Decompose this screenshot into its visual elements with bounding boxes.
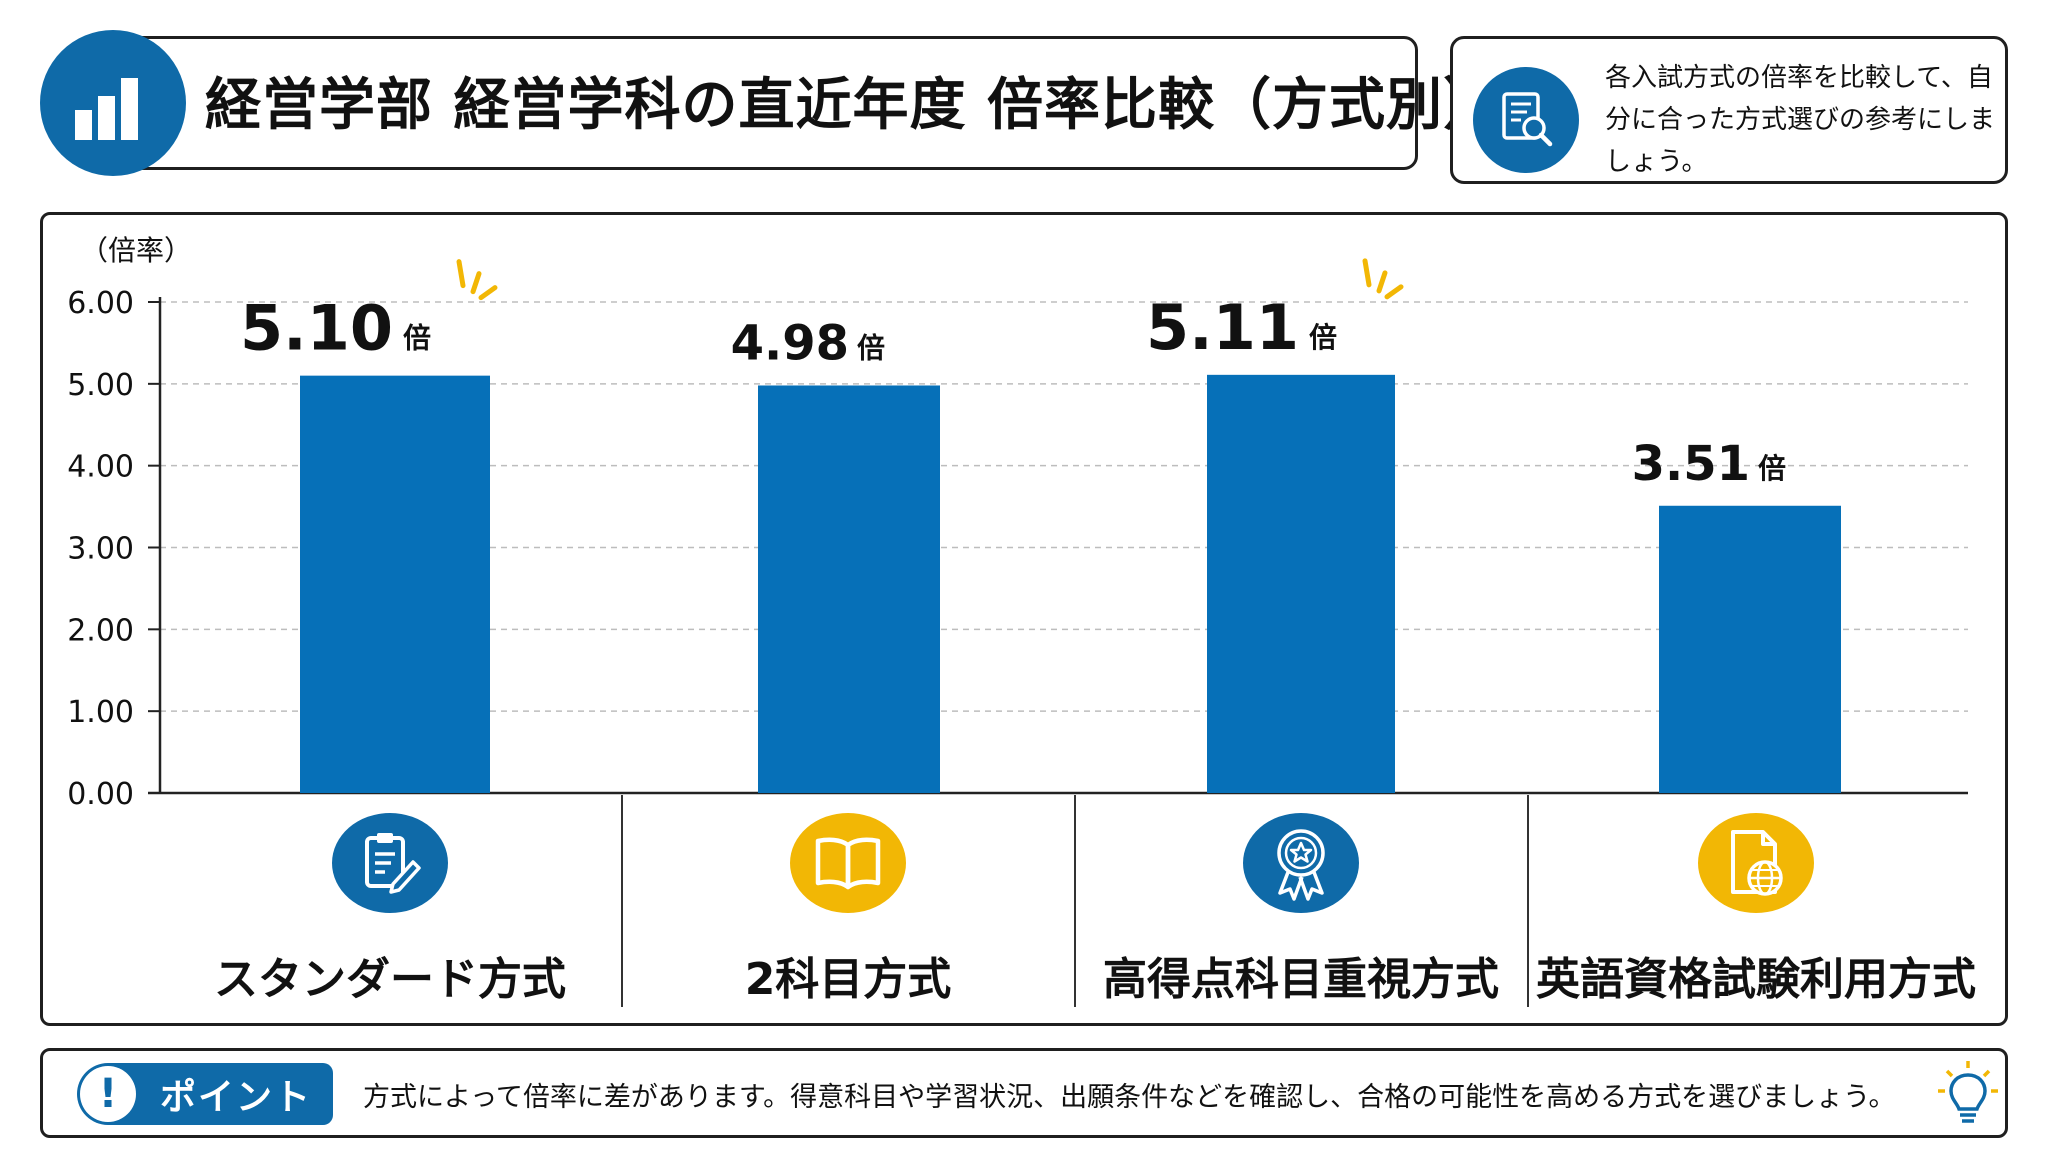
category-label: 高得点科目重視方式 — [1103, 954, 1499, 1005]
document-search-icon — [1473, 67, 1579, 173]
exclamation-icon: ! — [80, 1066, 136, 1122]
category-label: 英語資格試験利用方式 — [1536, 954, 1976, 1005]
bar — [758, 385, 940, 793]
page-title: 経営学部 経営学科の直近年度 倍率比較（方式別） — [205, 73, 1500, 138]
point-label: ポイント — [160, 1077, 313, 1118]
sparkle-mark — [456, 259, 466, 289]
y-tick-label: 4.00 — [67, 450, 134, 485]
y-tick-label: 2.00 — [67, 613, 134, 648]
category-divider — [621, 795, 623, 1007]
value-label: 4.98 — [731, 315, 849, 371]
category-divider — [1074, 795, 1076, 1007]
y-tick-label: 5.00 — [67, 368, 134, 403]
sparkle-mark — [1376, 270, 1388, 294]
category-label: 2科目方式 — [744, 954, 952, 1005]
point-badge: ! ポイント — [77, 1063, 333, 1125]
category-label: スタンダード方式 — [214, 954, 566, 1005]
award-ribbon-icon — [1243, 813, 1359, 913]
sparkle-mark — [470, 271, 482, 295]
y-tick-label: 3.00 — [67, 532, 134, 567]
value-unit: 倍 — [1758, 452, 1786, 485]
bar — [1207, 374, 1395, 793]
point-box: ! ポイント 方式によって倍率に差があります。得意科目や学習状況、出願条件などを… — [40, 1048, 2008, 1138]
point-text: 方式によって倍率に差があります。得意科目や学習状況、出願条件などを確認し、合格の… — [363, 1082, 1896, 1113]
sparkle-mark — [1384, 284, 1404, 300]
note-box: 各入試方式の倍率を比較して、自分に合った方式選びの参考にしましょう。 — [1450, 36, 2008, 184]
value-unit: 倍 — [857, 331, 885, 364]
value-label: 3.51 — [1632, 436, 1750, 492]
category-standard: スタンダード方式 — [160, 795, 620, 1007]
lightbulb-icon — [1938, 1061, 1998, 1123]
category-divider — [1527, 795, 1529, 1007]
y-axis-label: （倍率） — [80, 234, 192, 267]
clipboard-pencil-icon — [332, 813, 448, 913]
value-label: 5.11 — [1146, 291, 1299, 364]
value-unit: 倍 — [403, 322, 431, 355]
bar — [300, 375, 490, 793]
y-tick-label: 1.00 — [67, 695, 134, 730]
y-tick-label: 0.00 — [67, 777, 134, 812]
note-text: 各入試方式の倍率を比較して、自分に合った方式選びの参考にしましょう。 — [1605, 63, 1996, 177]
bar — [1659, 505, 1841, 793]
open-book-icon — [790, 813, 906, 913]
title-box — [120, 36, 1418, 170]
sparkle-mark — [1362, 258, 1372, 288]
globe-document-icon — [1698, 813, 1814, 913]
sparkle-mark — [478, 285, 498, 301]
bar-chart-icon — [40, 30, 186, 176]
value-label: 5.10 — [240, 292, 393, 365]
category-high-score: 高得点科目重視方式 — [1076, 795, 1526, 1007]
category-two-subjects: 2科目方式 — [623, 795, 1073, 1007]
y-tick-label: 6.00 — [67, 286, 134, 321]
value-unit: 倍 — [1309, 321, 1337, 354]
category-english-qualification: 英語資格試験利用方式 — [1529, 795, 1983, 1007]
